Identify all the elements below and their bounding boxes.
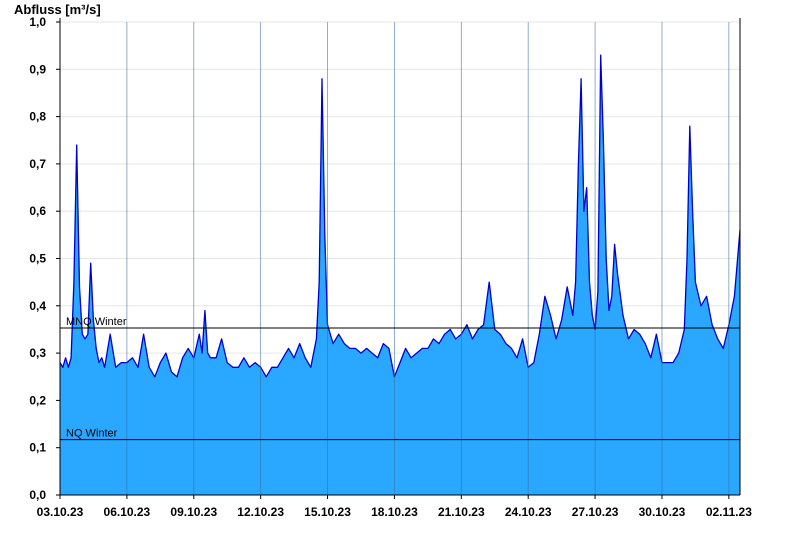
y-tick-label-9: 0,9 [29,62,46,76]
y-tick-label-0: 0,0 [29,488,46,502]
x-tick-label-0: 03.10.23 [37,505,84,519]
x-tick-label-4: 15.10.23 [304,505,351,519]
y-tick-label-1: 0,1 [29,441,46,455]
x-tick-label-6: 21.10.23 [438,505,485,519]
x-tick-label-3: 12.10.23 [237,505,284,519]
x-tick-label-5: 18.10.23 [371,505,418,519]
x-tick-label-10: 02.11.23 [706,505,752,519]
x-tick-label-2: 09.10.23 [170,505,217,519]
y-tick-label-4: 0,4 [29,299,46,313]
ref-label-0: MNQ Winter [66,316,127,328]
y-tick-label-6: 0,6 [29,204,46,218]
series-area [59,54,741,495]
axes [59,18,741,496]
y-tick-label-7: 0,7 [29,157,46,171]
y-tick-label-10: 1,0 [29,15,46,29]
x-tick-labels: 03.10.23 06.10.23 09.10.23 12.10.23 15.10.23… [37,495,752,519]
y-tick-label-2: 0,2 [29,393,46,407]
x-tick-label-1: 06.10.23 [104,505,151,519]
y-tick-label-5: 0,5 [29,252,46,266]
y-tick-label-3: 0,3 [29,346,46,360]
series-fill [60,55,740,495]
x-tick-label-7: 24.10.23 [505,505,552,519]
series-line [59,54,741,378]
x-tick-label-9: 30.10.23 [639,505,686,519]
x-tick-label-8: 27.10.23 [572,505,619,519]
y-tick-labels: 0,0 0,1 0,2 0,3 0,4 0,5 0,6 0,7 0,8 0,9 1,0 [29,15,60,502]
ref-label-1: NQ Winter [66,428,118,440]
y-axis-title: Abfluss [m³/s] [14,2,101,17]
reference-lines: MNQ Winter NQ Winter [60,316,740,441]
y-tick-label-8: 0,8 [29,110,46,124]
